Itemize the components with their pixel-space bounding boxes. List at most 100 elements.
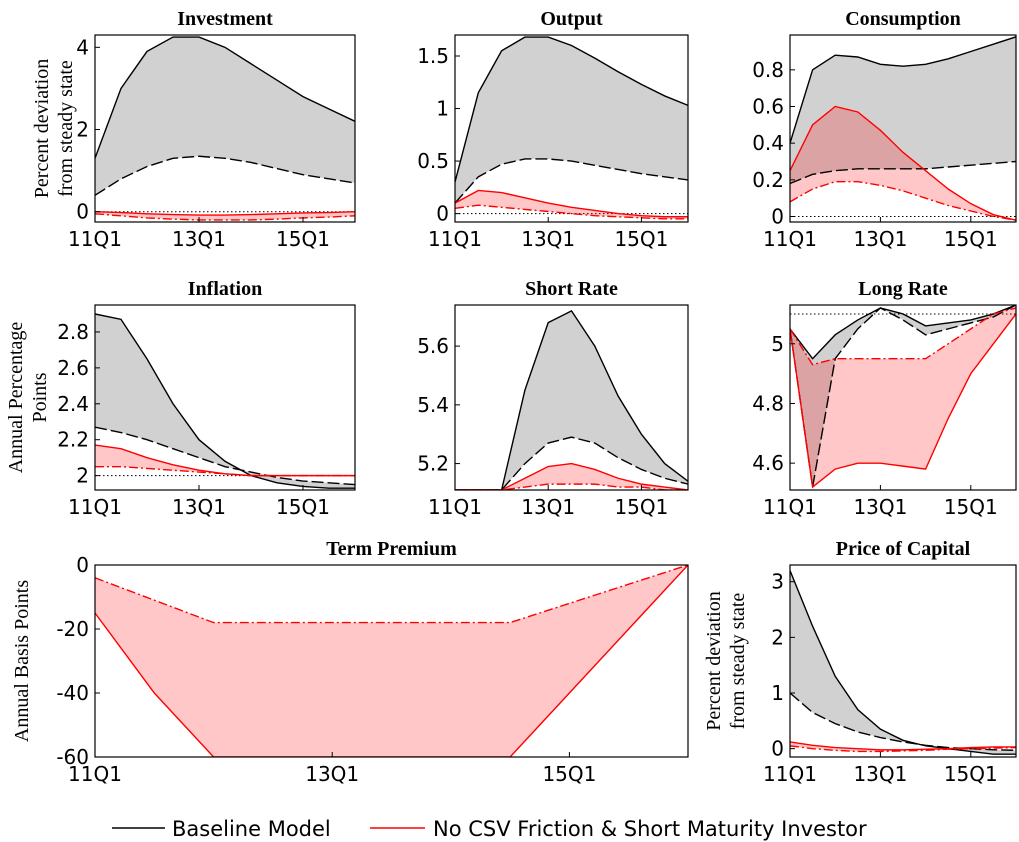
series-line xyxy=(95,565,688,757)
x-tick-label: 13Q1 xyxy=(172,495,226,519)
y-tick-label: 5.6 xyxy=(417,334,449,358)
y-axis-label: Annual Basis Points xyxy=(11,580,33,742)
series-line xyxy=(790,160,1016,185)
panel: 5.2 5.4 5.6 11Q1 13Q1 15Q1 Short Rate xyxy=(417,278,689,519)
y-tick-label: 0.4 xyxy=(752,131,784,155)
x-tick-label: 13Q1 xyxy=(521,227,575,251)
series-line xyxy=(95,426,355,486)
fan-band xyxy=(455,463,688,490)
y-tick-label: -20 xyxy=(56,617,89,641)
x-tick-label: 13Q1 xyxy=(853,495,907,519)
y-tick-label: 4.8 xyxy=(752,391,784,415)
legend-label: Baseline Model xyxy=(172,817,331,841)
y-tick-label: 2 xyxy=(76,464,89,488)
y-tick-label: 4.6 xyxy=(752,451,784,475)
series-line xyxy=(790,307,1016,366)
series-line xyxy=(455,483,688,490)
chart-title: Consumption xyxy=(845,8,961,30)
panel: 0 2 4 11Q1 13Q1 15Q1 Investment Percent deviati… xyxy=(31,8,356,251)
plot-area xyxy=(790,36,1016,221)
y-axis-label: from steady state xyxy=(727,593,749,730)
fan-band xyxy=(455,310,688,490)
plot-area xyxy=(455,36,688,220)
fan-band xyxy=(790,570,1016,755)
series-line xyxy=(790,105,1016,221)
chart-title: Investment xyxy=(177,8,273,30)
series-line xyxy=(790,180,1016,221)
panel: 0 0.2 0.4 0.6 0.8 11Q1 13Q1 15Q1 Consumption xyxy=(752,8,1017,251)
axes-frame xyxy=(789,304,1017,491)
fan-band xyxy=(790,305,1016,488)
y-axis-label: Percent deviation xyxy=(703,591,725,730)
chart-title: Short Rate xyxy=(525,278,618,300)
fan-band xyxy=(95,445,355,476)
chart-title: Term Premium xyxy=(326,538,457,560)
chart-title: Output xyxy=(540,8,603,30)
plot-area xyxy=(455,309,688,490)
axes-frame xyxy=(454,304,689,491)
axes-frame xyxy=(94,34,356,223)
y-tick-label: 2 xyxy=(771,625,784,649)
y-tick-label: 0 xyxy=(436,202,449,226)
series-line xyxy=(790,313,1016,489)
y-tick-label: 5.4 xyxy=(417,393,449,417)
series-line xyxy=(790,36,1016,144)
fan-band xyxy=(790,36,1016,184)
panel: 4.6 4.8 5 11Q1 13Q1 15Q1 Long Rate xyxy=(752,278,1017,519)
x-tick-label: 15Q1 xyxy=(944,495,998,519)
y-tick-label: 0.8 xyxy=(752,58,784,82)
y-tick-label: -40 xyxy=(56,681,89,705)
fan-band xyxy=(790,741,1016,752)
series-line xyxy=(95,565,688,624)
y-tick-label: 1 xyxy=(436,97,449,121)
x-tick-label: 15Q1 xyxy=(944,227,998,251)
series-line xyxy=(790,305,1016,360)
series-line xyxy=(95,155,355,196)
y-tick-label: 0.2 xyxy=(752,168,784,192)
x-tick-label: 11Q1 xyxy=(763,762,817,786)
series-line xyxy=(455,189,688,218)
x-tick-label: 11Q1 xyxy=(763,495,817,519)
y-axis-label: Percent deviation xyxy=(31,59,53,198)
x-tick-label: 15Q1 xyxy=(542,762,596,786)
y-tick-label: 2.8 xyxy=(57,320,89,344)
y-tick-label: 3 xyxy=(771,570,784,594)
y-tick-label: 4 xyxy=(76,35,89,59)
series-line xyxy=(790,305,1016,488)
x-tick-label: 15Q1 xyxy=(276,227,330,251)
panel: 2 2.2 2.4 2.6 2.8 11Q1 13Q1 15Q1 Inflation Annual… xyxy=(5,278,356,519)
x-tick-label: 13Q1 xyxy=(853,227,907,251)
x-tick-label: 11Q1 xyxy=(68,762,122,786)
series-line xyxy=(455,309,688,490)
y-tick-label: 5 xyxy=(771,332,784,356)
fan-band xyxy=(455,190,688,219)
series-line xyxy=(455,436,688,490)
x-tick-label: 11Q1 xyxy=(428,227,482,251)
x-tick-label: 13Q1 xyxy=(853,762,907,786)
legend: Baseline Model No CSV Friction & Short Ma… xyxy=(112,817,867,841)
series-line xyxy=(95,313,355,489)
axes-frame xyxy=(94,564,689,758)
y-tick-label: 0 xyxy=(771,737,784,761)
series-line xyxy=(790,745,1016,753)
plot-area xyxy=(790,305,1016,489)
y-tick-label: 2.4 xyxy=(57,392,89,416)
y-tick-label: 2.2 xyxy=(57,428,89,452)
x-tick-label: 13Q1 xyxy=(521,495,575,519)
x-tick-label: 11Q1 xyxy=(763,227,817,251)
series-line xyxy=(95,465,355,477)
y-tick-label: -60 xyxy=(56,745,89,769)
series-line xyxy=(790,741,1016,751)
legend-label: No CSV Friction & Short Maturity Investo… xyxy=(433,817,867,841)
y-axis-label: Points xyxy=(29,372,51,422)
x-tick-label: 15Q1 xyxy=(276,495,330,519)
x-tick-label: 15Q1 xyxy=(614,227,668,251)
x-tick-label: 11Q1 xyxy=(68,495,122,519)
y-tick-label: 5.2 xyxy=(417,452,449,476)
y-tick-label: 0 xyxy=(771,205,784,229)
y-axis-label: Annual Percentage xyxy=(5,322,27,474)
fan-band xyxy=(95,37,355,196)
series-line xyxy=(455,204,688,220)
y-tick-label: 2.6 xyxy=(57,356,89,380)
